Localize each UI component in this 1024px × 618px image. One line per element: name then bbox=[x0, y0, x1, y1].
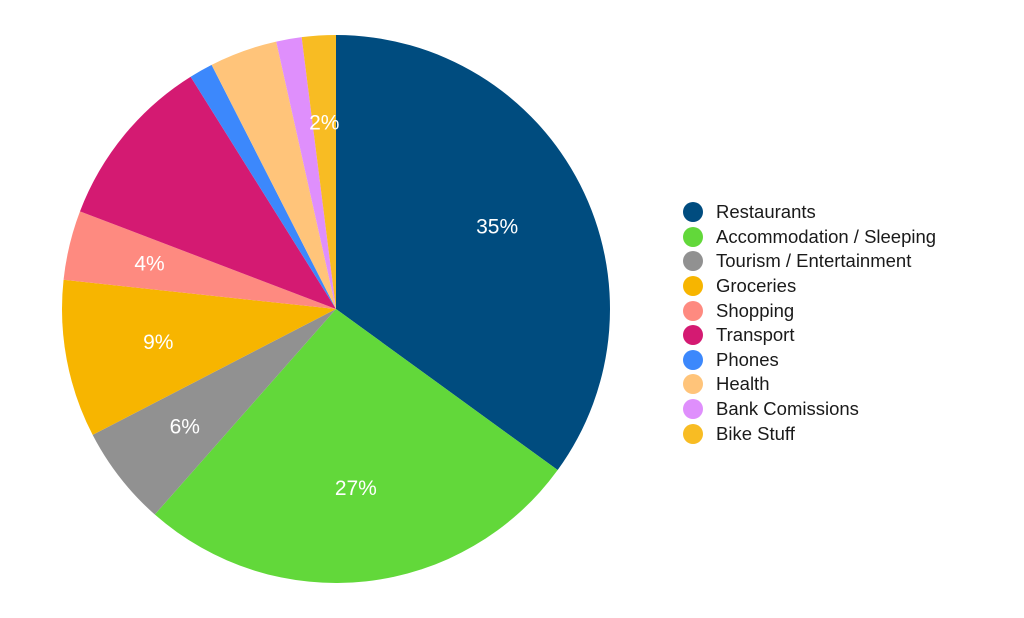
legend-swatch-icon bbox=[683, 325, 703, 346]
pie-slice-bank-comissions bbox=[276, 37, 336, 309]
pie-slice-tourism-entertainment bbox=[92, 309, 337, 515]
pie-data-labels: 35% 27% 6% 9% 4% 2% bbox=[134, 112, 518, 501]
pie-slice-phones bbox=[190, 64, 336, 309]
pie-slice-transport bbox=[79, 76, 337, 310]
legend-swatch-icon bbox=[683, 300, 703, 321]
legend-item-restaurants: Restaurants bbox=[683, 200, 936, 225]
legend-swatch-icon bbox=[683, 251, 703, 272]
legend: Restaurants Accommodation / Sleeping Tou… bbox=[683, 200, 936, 446]
pie-slice-health bbox=[211, 41, 336, 309]
legend-label: Phones bbox=[716, 348, 779, 370]
legend-item-shopping: Shopping bbox=[683, 298, 936, 323]
legend-label: Bike Stuff bbox=[716, 422, 795, 444]
legend-item-groceries: Groceries bbox=[683, 274, 936, 299]
legend-swatch-icon bbox=[683, 202, 703, 223]
pie-slice-bike-stuff bbox=[301, 35, 336, 309]
pie-slices bbox=[61, 35, 610, 583]
legend-label: Transport bbox=[716, 324, 795, 346]
legend-swatch-icon bbox=[683, 349, 703, 370]
legend-label: Accommodation / Sleeping bbox=[716, 225, 937, 247]
pie-slice-shopping bbox=[63, 211, 336, 309]
pie-slice-accommodation-sleeping bbox=[154, 309, 558, 583]
legend-label: Groceries bbox=[716, 275, 797, 297]
slice-data-label: 6% bbox=[170, 416, 200, 439]
legend-item-transport: Transport bbox=[683, 323, 936, 348]
pie-slice-groceries bbox=[61, 279, 336, 435]
slice-data-label: 2% bbox=[309, 112, 339, 135]
legend-label: Bank Comissions bbox=[716, 398, 859, 420]
pie-slice-restaurants bbox=[336, 35, 610, 471]
legend-label: Shopping bbox=[716, 299, 795, 321]
legend-item-health: Health bbox=[683, 372, 936, 397]
legend-item-tourism: Tourism / Entertainment bbox=[683, 249, 936, 274]
legend-label: Tourism / Entertainment bbox=[716, 250, 912, 272]
slice-data-label: 9% bbox=[143, 331, 173, 354]
legend-swatch-icon bbox=[683, 399, 703, 420]
legend-swatch-icon bbox=[683, 226, 703, 247]
legend-swatch-icon bbox=[683, 423, 703, 444]
legend-label: Health bbox=[716, 373, 770, 395]
legend-swatch-icon bbox=[683, 374, 703, 395]
slice-data-label: 4% bbox=[134, 253, 164, 276]
slice-data-label: 35% bbox=[476, 215, 518, 238]
legend-item-phones: Phones bbox=[683, 348, 936, 373]
legend-label: Restaurants bbox=[716, 201, 816, 223]
legend-item-bike-stuff: Bike Stuff bbox=[683, 421, 936, 446]
slice-data-label: 27% bbox=[335, 477, 377, 500]
legend-item-accommodation: Accommodation / Sleeping bbox=[683, 225, 936, 250]
legend-swatch-icon bbox=[683, 276, 703, 297]
legend-item-bank-comissions: Bank Comissions bbox=[683, 397, 936, 422]
